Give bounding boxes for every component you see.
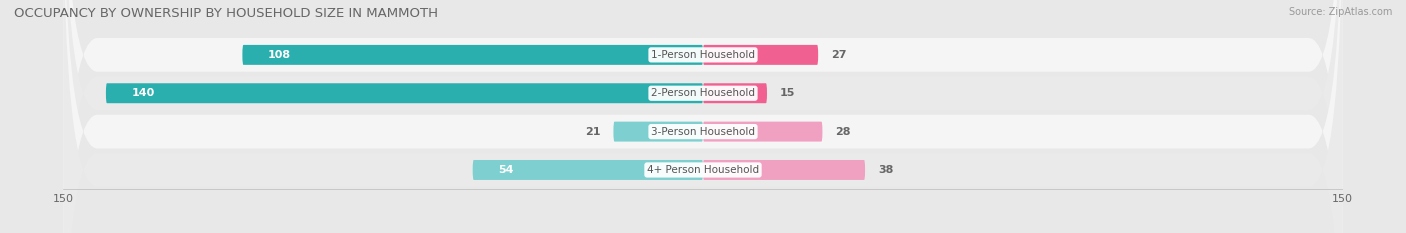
FancyBboxPatch shape xyxy=(63,0,1343,233)
FancyBboxPatch shape xyxy=(63,0,1343,233)
FancyBboxPatch shape xyxy=(703,160,865,180)
Text: 3-Person Household: 3-Person Household xyxy=(651,127,755,137)
FancyBboxPatch shape xyxy=(242,45,703,65)
FancyBboxPatch shape xyxy=(703,45,818,65)
FancyBboxPatch shape xyxy=(105,83,703,103)
FancyBboxPatch shape xyxy=(472,160,703,180)
Text: 4+ Person Household: 4+ Person Household xyxy=(647,165,759,175)
Text: 15: 15 xyxy=(780,88,796,98)
Text: 140: 140 xyxy=(132,88,155,98)
Text: 1-Person Household: 1-Person Household xyxy=(651,50,755,60)
Text: 28: 28 xyxy=(835,127,851,137)
FancyBboxPatch shape xyxy=(63,0,1343,233)
Text: 38: 38 xyxy=(877,165,893,175)
FancyBboxPatch shape xyxy=(703,83,768,103)
Text: OCCUPANCY BY OWNERSHIP BY HOUSEHOLD SIZE IN MAMMOTH: OCCUPANCY BY OWNERSHIP BY HOUSEHOLD SIZE… xyxy=(14,7,439,20)
FancyBboxPatch shape xyxy=(613,122,703,142)
Text: 27: 27 xyxy=(831,50,846,60)
FancyBboxPatch shape xyxy=(63,0,1343,233)
Text: 2-Person Household: 2-Person Household xyxy=(651,88,755,98)
Text: 54: 54 xyxy=(498,165,513,175)
FancyBboxPatch shape xyxy=(703,122,823,142)
Text: 108: 108 xyxy=(269,50,291,60)
Text: Source: ZipAtlas.com: Source: ZipAtlas.com xyxy=(1288,7,1392,17)
Text: 21: 21 xyxy=(585,127,600,137)
